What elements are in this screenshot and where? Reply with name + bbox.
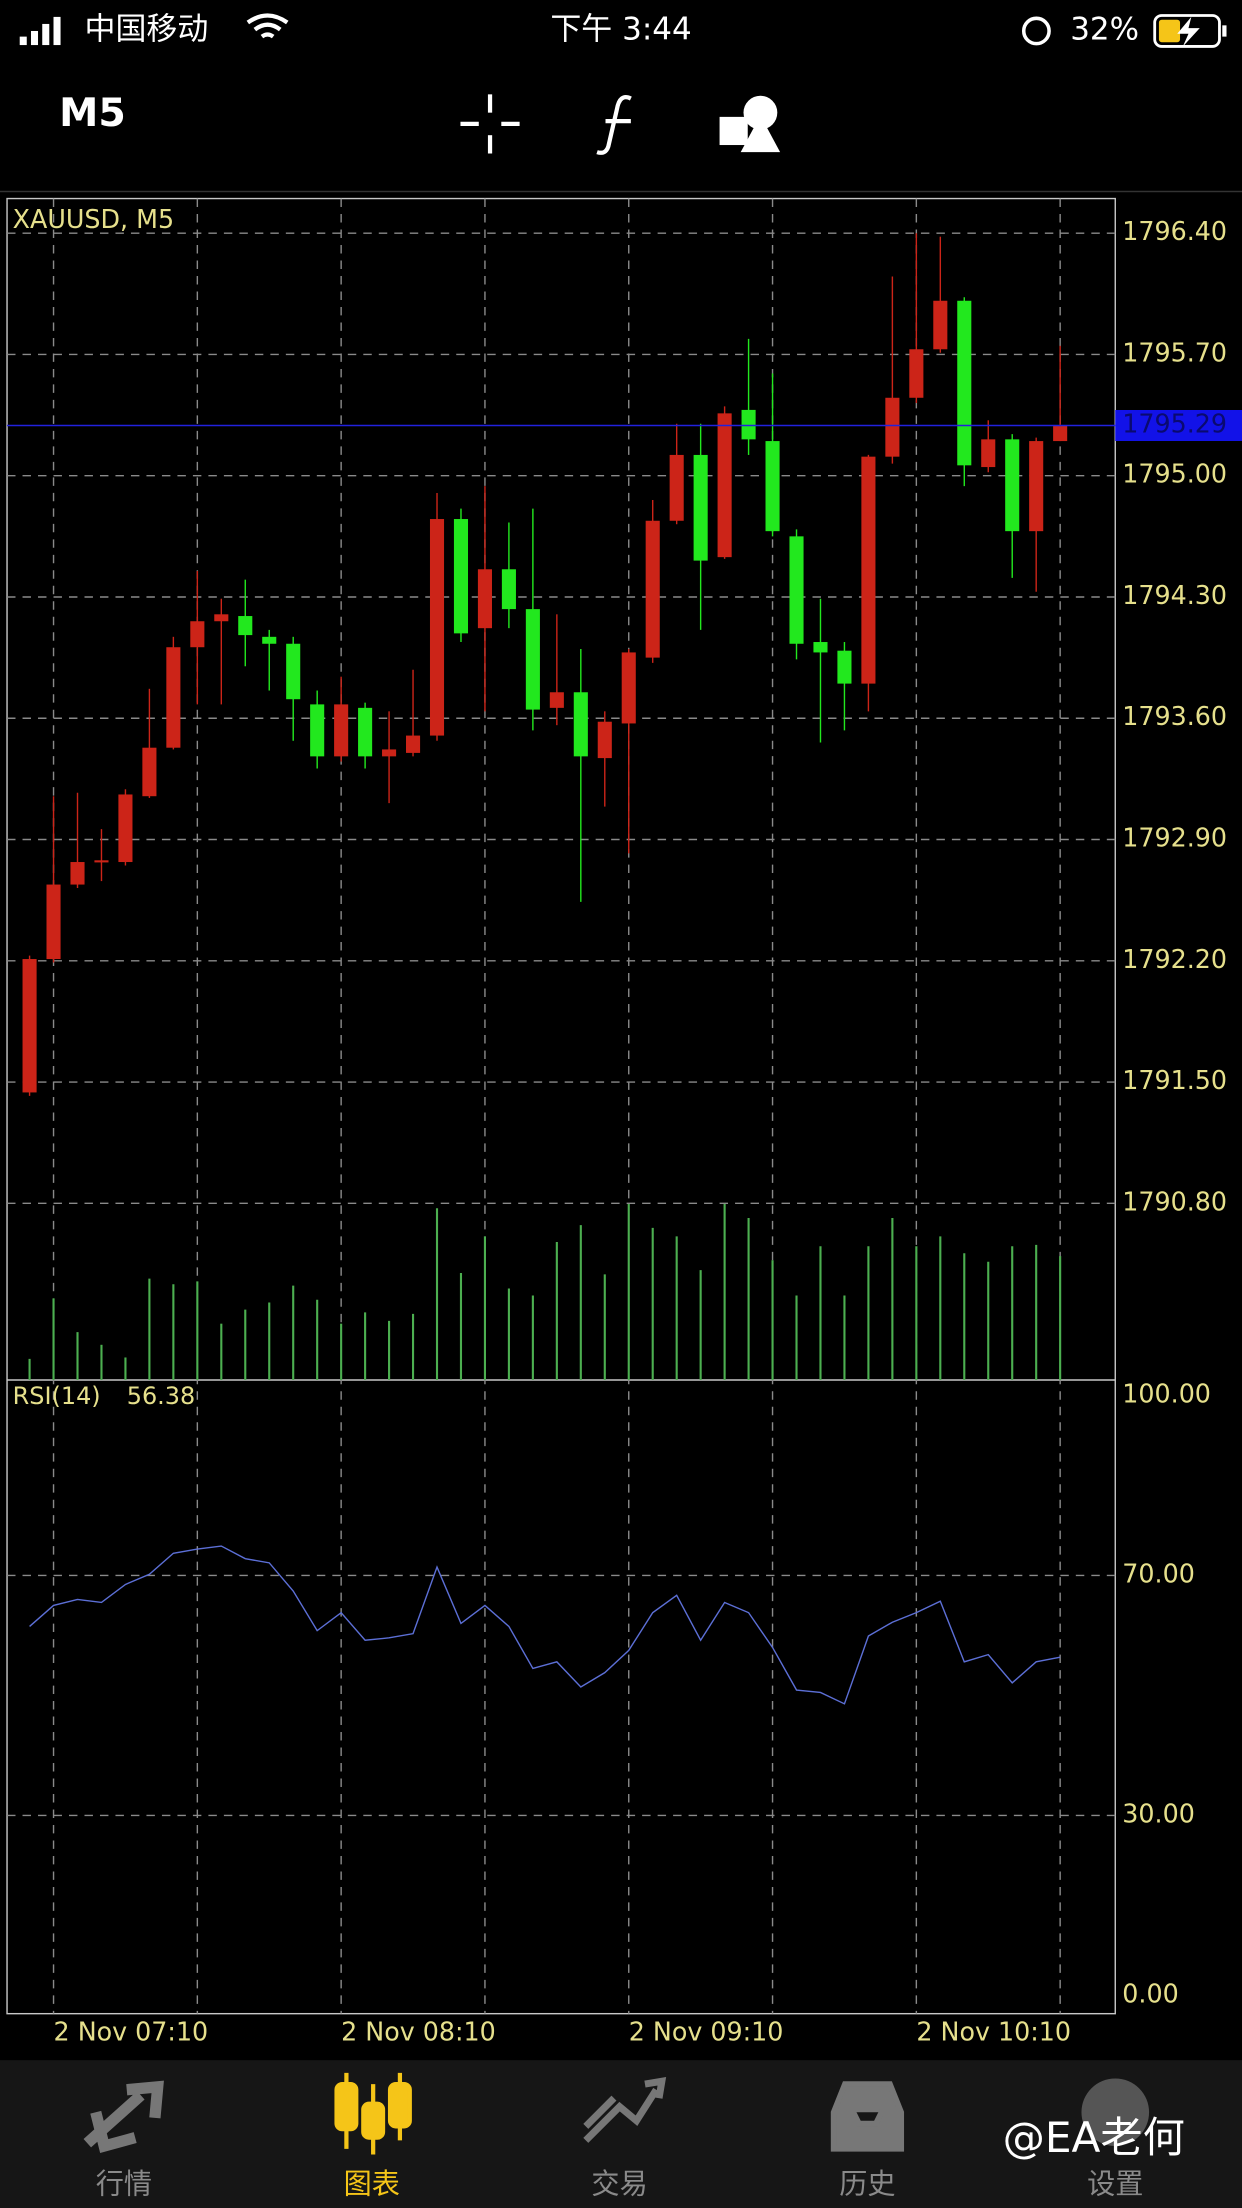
price-tag-label: 1795.29: [1122, 408, 1227, 438]
candle-body: [1029, 441, 1044, 532]
candle-body: [94, 860, 109, 863]
candle-body: [70, 862, 85, 885]
candle-body: [525, 609, 540, 710]
candle-body: [190, 621, 205, 648]
y-tick-label: 1791.50: [1122, 1065, 1227, 1095]
chart-frame: [6, 197, 1116, 2015]
carrier: 中国移动: [84, 11, 208, 47]
candle-body: [597, 721, 612, 759]
candle-body: [981, 439, 996, 468]
candle-body: [406, 735, 421, 753]
y-tick-label: 1792.90: [1122, 823, 1227, 853]
tab-label[interactable]: 行情: [96, 2167, 152, 2200]
candle-body: [717, 413, 732, 558]
candle-body: [358, 707, 373, 757]
candle-body: [501, 569, 516, 610]
candle-body: [477, 569, 492, 629]
y-tick-label: 1795.70: [1122, 337, 1227, 367]
candle-body: [741, 409, 756, 440]
candle-body: [142, 747, 157, 797]
candle-body: [310, 704, 325, 757]
tab-label[interactable]: 历史: [839, 2167, 895, 2200]
tab-bar: [0, 2060, 1242, 2208]
timeframe-button[interactable]: M5: [59, 90, 126, 136]
candle-body: [166, 647, 181, 748]
candle-body: [669, 454, 684, 521]
candle-body: [837, 650, 852, 684]
candle-body: [861, 456, 876, 684]
rsi-tick-label: 0.00: [1122, 1978, 1178, 2008]
candle-body: [765, 441, 780, 532]
candle-body: [453, 519, 469, 634]
rsi-title: RSI(14): [13, 1382, 101, 1410]
candle-body: [22, 959, 37, 1093]
candle-body: [933, 300, 948, 350]
quotes-icon: [83, 2080, 164, 2153]
y-tick-label: 1792.20: [1122, 944, 1227, 974]
chart-icon: [334, 2072, 412, 2155]
candle-body: [1005, 439, 1020, 532]
trade-icon: [583, 2076, 667, 2143]
tab-label[interactable]: 图表: [344, 2167, 400, 2200]
candle-body: [382, 749, 397, 757]
y-tick-label: 1793.60: [1122, 701, 1227, 731]
y-tick-label: 1794.30: [1122, 580, 1227, 610]
clock: 下午 3:44: [550, 11, 691, 47]
signal-icon: [19, 16, 61, 46]
rsi-tick-label: 70.00: [1122, 1558, 1195, 1588]
candle-body: [549, 692, 564, 708]
candle-body: [693, 454, 708, 561]
objects-button[interactable]: [719, 95, 781, 153]
tab-label[interactable]: 交易: [591, 2167, 647, 2200]
candle-body: [214, 614, 229, 622]
x-tick-label: 2 Nov 09:10: [629, 2016, 784, 2046]
watermark: @EA老何: [1003, 2113, 1185, 2162]
rsi-value: 56.38: [127, 1382, 195, 1410]
candle-body: [957, 300, 972, 466]
wifi-icon: [246, 13, 289, 39]
price-tag: [1115, 409, 1242, 441]
indicators-button[interactable]: [596, 95, 632, 155]
candle-body: [909, 349, 924, 398]
candle-body: [645, 520, 660, 658]
candle-body: [286, 643, 301, 700]
candle-body: [789, 536, 804, 644]
candle-body: [238, 616, 253, 636]
tab-label[interactable]: 设置: [1087, 2167, 1143, 2200]
settings-icon: [1081, 2078, 1150, 2147]
x-tick-label: 2 Nov 07:10: [54, 2016, 209, 2046]
rotation-lock-icon: [1021, 16, 1051, 46]
candle-body: [1053, 425, 1068, 442]
chart-title: XAUUSD, M5: [13, 204, 174, 234]
y-tick-label: 1790.80: [1122, 1186, 1227, 1216]
candle-body: [813, 642, 828, 653]
x-tick-label: 2 Nov 10:10: [916, 2016, 1071, 2046]
y-tick-label: 1795.00: [1122, 459, 1227, 489]
y-tick-label: 1796.40: [1122, 216, 1227, 246]
rsi-line: [29, 1545, 1061, 1705]
candle-body: [334, 704, 349, 757]
crosshair-button[interactable]: [460, 94, 520, 154]
candle-body: [621, 652, 636, 724]
candle-body: [885, 397, 900, 457]
rsi-tick-label: 100.00: [1122, 1378, 1211, 1408]
battery-percent: 32%: [1070, 11, 1139, 47]
rsi-tick-label: 30.00: [1122, 1798, 1195, 1828]
candle-body: [118, 794, 133, 863]
candle-body: [429, 519, 445, 736]
candle-body: [573, 692, 588, 757]
battery-icon: [1153, 14, 1227, 48]
candle-body: [262, 636, 277, 644]
x-tick-label: 2 Nov 08:10: [341, 2016, 496, 2046]
candle-body: [46, 884, 61, 960]
history-icon: [830, 2081, 905, 2152]
